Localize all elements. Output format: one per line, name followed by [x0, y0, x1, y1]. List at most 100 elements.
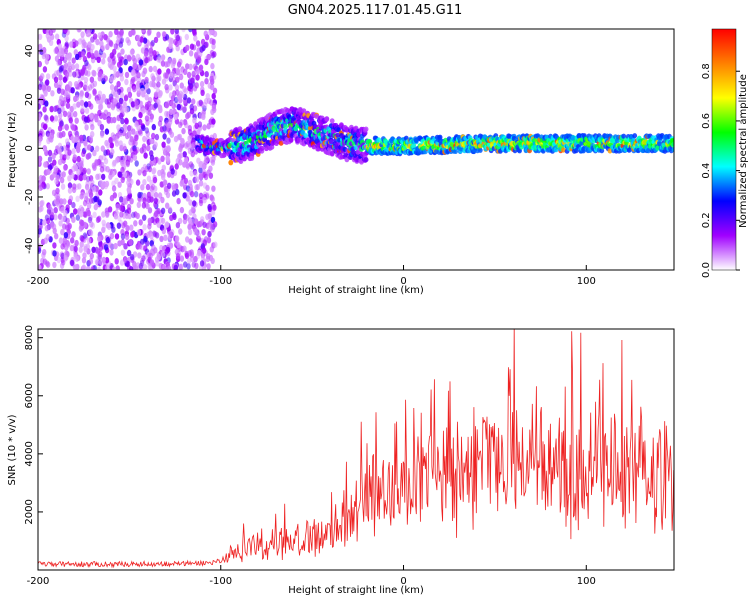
- spectrogram-cell: [38, 136, 42, 144]
- spectrogram-cell: [249, 155, 255, 161]
- spectrogram-cell: [118, 41, 124, 48]
- spectrogram-cell: [175, 222, 181, 229]
- spectrogram-cell: [179, 263, 184, 270]
- spectrogram-cell: [71, 148, 76, 155]
- spectrogram-cell: [63, 96, 68, 103]
- spectrogram-cell: [131, 211, 136, 219]
- spectrogram-cell: [189, 43, 195, 50]
- spectrogram-cell: [119, 211, 124, 218]
- spectrogram-cell: [98, 103, 104, 111]
- spectrogram-cell: [79, 210, 84, 218]
- spectrogram-cell: [182, 245, 187, 252]
- spectrogram-cell: [101, 219, 106, 226]
- spectrogram-cell: [206, 237, 212, 244]
- spectrogram-cell: [79, 134, 84, 142]
- spectrogram-cell: [119, 159, 125, 167]
- spectrogram-cell: [100, 96, 106, 103]
- spectrogram-cell: [172, 57, 177, 65]
- spectrogram-cell: [178, 152, 184, 159]
- spectrogram-cell: [63, 244, 69, 251]
- spectrogram-cell: [152, 50, 157, 57]
- spectrogram-cell: [129, 136, 134, 143]
- spectrogram-cell: [67, 130, 73, 138]
- spectrogram-cell: [73, 252, 78, 260]
- spectrogram-cell: [175, 67, 180, 74]
- spectrogram-cell: [199, 80, 205, 88]
- spectrogram-cell: [114, 209, 119, 216]
- spectrogram-cell: [151, 183, 156, 191]
- spectrogram-cell: [196, 232, 202, 239]
- spectrogram-cell: [67, 175, 72, 182]
- spectrogram-cell: [71, 124, 76, 131]
- spectrogram-cell: [62, 164, 68, 171]
- spectrogram-cell: [209, 99, 214, 106]
- spectrogram-cell: [140, 184, 145, 191]
- spectrogram-cell: [153, 36, 159, 44]
- snr-x-tick-label: -200: [27, 576, 50, 587]
- spectrogram-cell: [92, 113, 98, 120]
- spectrogram-cell: [188, 209, 193, 216]
- spectrogram-cell: [58, 132, 63, 139]
- spectrogram-cell: [162, 179, 168, 186]
- spectrogram-cell: [204, 78, 209, 85]
- spectrogram-cell: [38, 247, 42, 254]
- snr-panel: -200 -100 0 100 2000 4000 6000 8000 Height of s…: [7, 325, 675, 596]
- spectrogram-cell: [156, 56, 161, 63]
- spectrogram-cell: [167, 206, 173, 213]
- spectrogram-cell: [193, 255, 198, 263]
- spectrogram-cell: [204, 58, 209, 66]
- spectrogram-cell: [70, 63, 76, 71]
- spectrogram-cell: [184, 33, 189, 41]
- spectrogram-cell: [477, 147, 483, 153]
- spectrogram-cell: [144, 115, 150, 122]
- spectrogram-cell: [191, 98, 196, 105]
- spectrogram-cell: [164, 221, 170, 228]
- spectrogram-cell: [182, 161, 187, 168]
- spectrogram-cell: [74, 40, 79, 47]
- spectrogram-cell: [356, 132, 362, 138]
- spectrogram-cell: [101, 226, 106, 234]
- spectrogram-cell: [55, 174, 60, 182]
- spectrogram-cell: [135, 82, 140, 89]
- spectrogram-y-tick-label: -40: [24, 237, 35, 253]
- spectrogram-cell: [167, 58, 172, 65]
- spectrogram-cell: [186, 97, 192, 104]
- spectrogram-cell: [201, 163, 206, 170]
- spectrogram-cell: [212, 51, 217, 58]
- spectrogram-cell: [187, 250, 192, 257]
- spectrogram-cell: [165, 202, 170, 209]
- spectrogram-cell: [171, 76, 177, 83]
- spectrogram-cell: [89, 252, 95, 260]
- spectrogram-cell: [80, 51, 86, 58]
- spectrogram-cell: [43, 114, 48, 121]
- spectrogram-x-label: Height of straight line (km): [288, 285, 424, 296]
- spectrogram-cell: [307, 125, 313, 131]
- spectrogram-cell: [38, 103, 41, 110]
- spectrogram-cell: [141, 124, 146, 132]
- spectrogram-cell: [175, 253, 181, 260]
- spectrogram-cell: [90, 123, 95, 131]
- spectrogram-cell: [91, 186, 97, 193]
- spectrogram-cell: [65, 144, 70, 151]
- spectrogram-cell: [177, 93, 183, 100]
- spectrogram-cell: [84, 107, 90, 114]
- spectrogram-cell: [210, 257, 215, 265]
- spectrogram-cell: [149, 259, 155, 266]
- spectrogram-cell: [157, 169, 162, 177]
- spectrogram-cell: [111, 185, 117, 192]
- spectrogram-cell: [161, 30, 167, 38]
- spectrogram-cell: [57, 148, 62, 155]
- spectrogram-cell: [153, 231, 158, 238]
- spectrogram-cell: [136, 229, 142, 236]
- spectrogram-cell: [132, 154, 138, 161]
- spectrogram-cell: [59, 177, 65, 184]
- spectrogram-cell: [38, 264, 42, 270]
- spectrogram-cell: [73, 245, 78, 253]
- spectrogram-cell: [411, 143, 416, 149]
- spectrogram-cell: [42, 66, 48, 73]
- spectrogram-cell: [210, 209, 216, 216]
- spectrogram-cell: [185, 214, 190, 221]
- spectrogram-cell: [101, 44, 106, 52]
- spectrogram-cell: [126, 54, 132, 61]
